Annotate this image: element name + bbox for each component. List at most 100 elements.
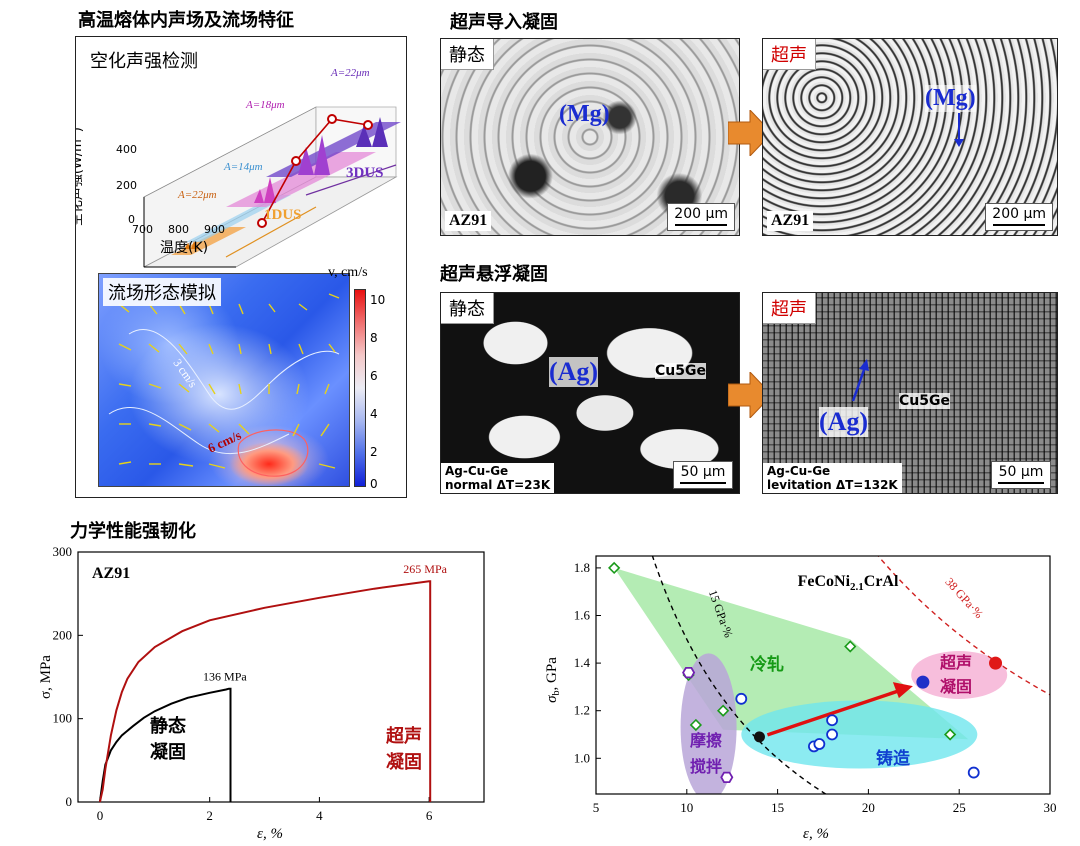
stress-strain-chart: 0 2 4 6 0 100 200 300 136 MPa 265 MPa AZ91 静态 凝固… xyxy=(38,544,485,842)
agcuge-us-caption: Ag-Cu-Ge levitation ΔT=132K xyxy=(763,463,902,493)
cav-ylabel: 空化声强(W/m2) xyxy=(75,127,86,227)
ss-xlabel: ε, % xyxy=(257,826,283,842)
cav-xtick-700: 700 xyxy=(132,223,153,236)
agcuge-us-phase: (Ag) xyxy=(819,407,869,437)
cavitation-title: 空化声强检测 xyxy=(90,51,198,72)
section-title-acoustic: 高温熔体内声场及流场特征 xyxy=(78,10,294,31)
iso-label-38: 38 GPa·% xyxy=(942,575,986,621)
region-casting xyxy=(741,700,978,769)
ss-xtick-label: 6 xyxy=(426,808,433,823)
ss-frame xyxy=(77,551,485,803)
section-title-levitation: 超声悬浮凝固 xyxy=(440,264,548,285)
cavitation-plot xyxy=(143,106,401,268)
ss-title: AZ91 xyxy=(92,565,130,582)
strength-ductility-chart: 15 GPa·% 38 GPa·% 5 10 15 20 25 301.01.21.41.6… xyxy=(544,555,1057,842)
flowfield-title: 流场形态模拟 xyxy=(103,278,221,306)
agcuge-static-phase: (Ag) xyxy=(549,357,599,387)
point-friction xyxy=(720,771,734,784)
ss-annotation: 136 MPa xyxy=(203,670,247,684)
sd-ytick-label: 1.2 xyxy=(574,703,590,718)
cav-ytick-200: 200 xyxy=(116,179,137,192)
ss-legend-static-1: 静态 xyxy=(150,715,186,736)
point-friction xyxy=(682,667,696,679)
sd-ylabel: σb, GPa xyxy=(544,657,562,703)
agcuge-us-pointer xyxy=(851,359,869,402)
az91-static-micrograph: 静态 (Mg) AZ91 200 μm xyxy=(440,38,740,236)
ss-legend-static-2: 凝固 xyxy=(150,741,186,762)
cav-ytick-400: 400 xyxy=(116,143,137,156)
az91-us-tag: 超声 xyxy=(763,39,816,70)
sd-xtick-label: 15 xyxy=(771,800,784,815)
sd-xtick-label: 25 xyxy=(953,800,966,815)
agcuge-us-tag: 超声 xyxy=(763,293,816,324)
colorbar xyxy=(354,289,366,487)
cav-xlabel: 温度(K) xyxy=(160,240,209,256)
ss-annotation: 265 MPa xyxy=(403,562,447,576)
point-cold-rolled xyxy=(844,640,857,653)
colorbar-tick-2: 2 xyxy=(370,445,378,459)
az91-us-micrograph: 超声 (Mg) AZ91 200 μm xyxy=(762,38,1058,236)
section-title-mechanical: 力学性能强韧化 xyxy=(70,521,196,542)
agcuge-us-scalebar: 50 μm xyxy=(991,461,1051,489)
sd-ytick-label: 1.4 xyxy=(574,655,591,670)
agcuge-us-secondary: Cu5Ge xyxy=(899,393,950,409)
point-casting xyxy=(735,692,748,705)
flowfield-map: 流场形态模拟 3 cm/s 6 cm/s xyxy=(98,273,350,487)
point-cold-rolled xyxy=(943,728,957,741)
region-label-friction-2: 搅拌 xyxy=(690,757,722,776)
colorbar-tick-6: 6 xyxy=(370,369,378,383)
colorbar-tick-4: 4 xyxy=(370,407,378,421)
amp-label-2: A=14μm xyxy=(224,161,263,173)
sd-ytick-label: 1.6 xyxy=(574,608,591,623)
point-us-red xyxy=(989,656,1003,670)
az91-static-alloy: AZ91 xyxy=(445,211,492,231)
mode-3dus: 3DUS xyxy=(346,165,384,181)
ss-ytick-label: 200 xyxy=(53,627,73,642)
point-cold-rolled xyxy=(608,561,621,575)
point-cold-rolled xyxy=(689,718,703,732)
amp-label-4: A=22μm xyxy=(331,67,370,79)
ss-ytick-label: 100 xyxy=(53,711,73,726)
point-casting xyxy=(967,766,980,779)
az91-static-scalebar: 200 μm xyxy=(667,203,735,231)
agcuge-arrow xyxy=(728,372,773,418)
point-casting xyxy=(826,728,838,741)
region-label-casting: 铸造 xyxy=(876,748,911,768)
mode-1dus: 1DUS xyxy=(264,207,302,223)
amp-label-3: A=18μm xyxy=(246,99,285,111)
region-label-us-1: 超声 xyxy=(939,653,972,672)
cav-xtick-800: 800 xyxy=(168,223,189,236)
point-casting xyxy=(813,738,826,750)
sd-ytick-label: 1.8 xyxy=(574,560,590,575)
sd-title: FeCoNi2.1CrAl xyxy=(798,573,899,593)
ss-xtick-label: 0 xyxy=(97,808,104,823)
agcuge-static-scalebar: 50 μm xyxy=(673,461,733,489)
az91-us-alloy: AZ91 xyxy=(767,211,814,231)
region-us xyxy=(911,651,1008,699)
region-label-cold-rolled: 冷轧 xyxy=(750,654,784,674)
az91-us-phase: (Mg) xyxy=(925,85,976,112)
sd-xlabel: ε, % xyxy=(803,826,829,842)
az91-static-phase: (Mg) xyxy=(559,101,610,127)
ss-xtick-label: 2 xyxy=(206,808,213,823)
acoustic-panel: 空化声强检测 A=22μm A=18μm A=14μm A=22μm 1DUS … xyxy=(75,36,407,498)
section-title-ultrasonic: 超声导入凝固 xyxy=(450,12,558,33)
ss-series-us xyxy=(98,580,432,803)
point-start xyxy=(753,731,765,743)
colorbar-tick-0: 0 xyxy=(370,477,378,491)
az91-static-tag: 静态 xyxy=(441,39,494,70)
point-us-blue xyxy=(916,675,930,689)
sd-ytick-label: 1.0 xyxy=(574,750,590,765)
colorbar-tick-10: 10 xyxy=(370,293,386,307)
sd-xtick-label: 30 xyxy=(1044,800,1057,815)
agcuge-static-micrograph: 静态 (Ag) Cu5Ge Ag-Cu-Ge normal ΔT=23K 50 … xyxy=(440,292,740,494)
sd-frame xyxy=(595,555,1051,795)
cav-xtick-900: 900 xyxy=(204,223,225,236)
point-cold-rolled xyxy=(716,704,730,717)
agcuge-static-secondary: Cu5Ge xyxy=(655,363,706,379)
cav-ytick-0: 0 xyxy=(128,213,135,226)
region-friction xyxy=(680,653,737,794)
iso-line-15 xyxy=(651,556,827,794)
iso-line-38 xyxy=(877,556,1050,696)
ss-xtick-label: 4 xyxy=(316,808,323,823)
